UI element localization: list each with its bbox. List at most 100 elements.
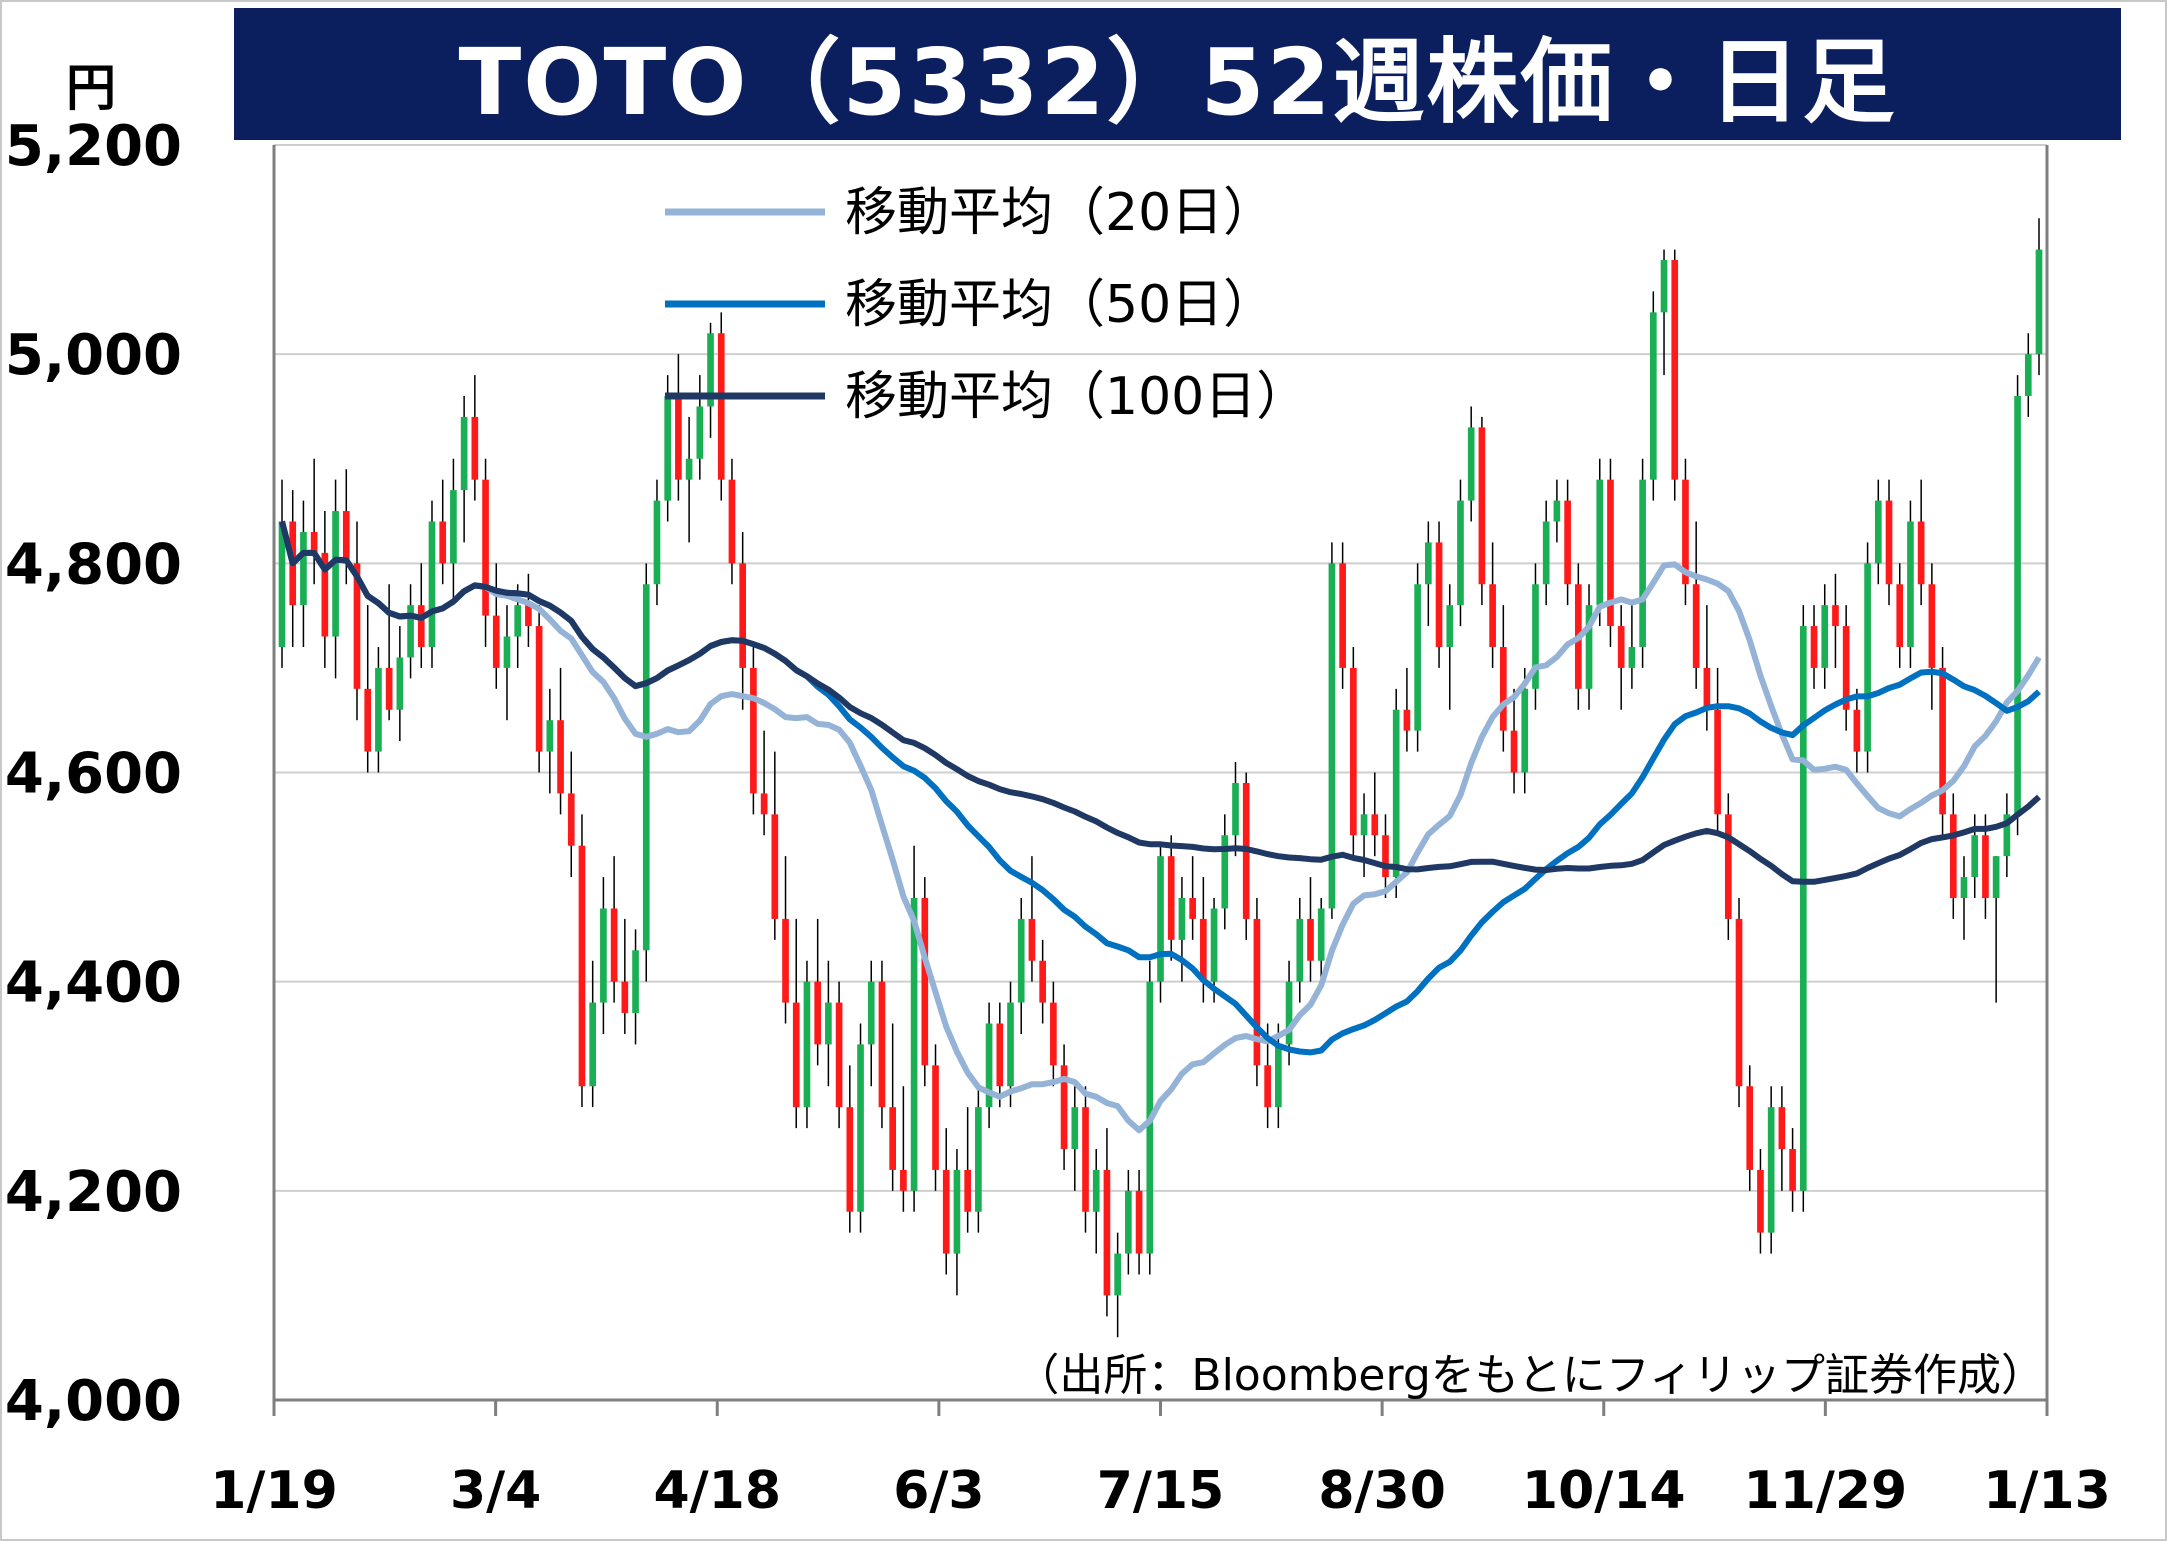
candle <box>1810 605 1818 689</box>
candle-body <box>964 1169 971 1212</box>
candle <box>364 605 372 773</box>
candle-body <box>1382 835 1389 878</box>
candle-body <box>1703 667 1711 710</box>
candle-body <box>942 1169 950 1254</box>
candle <box>996 1002 1004 1108</box>
candle <box>310 458 318 585</box>
candle <box>1660 249 1668 376</box>
candle-body <box>278 521 286 647</box>
candle <box>1874 479 1882 585</box>
candle <box>1960 856 1968 940</box>
candle <box>1821 584 1829 689</box>
candle-body <box>1017 918 1025 1003</box>
candle-body <box>1264 1065 1271 1108</box>
candle-body <box>996 1023 1004 1087</box>
candle <box>1532 563 1539 710</box>
candle <box>1757 1149 1764 1254</box>
candle <box>1082 1086 1089 1233</box>
candle-body <box>1682 479 1689 585</box>
candle <box>846 1065 854 1233</box>
candle-body <box>1157 856 1164 982</box>
candle-body <box>1585 605 1593 689</box>
candle <box>1017 898 1025 1034</box>
candle-body <box>1789 1149 1796 1191</box>
candle <box>1060 1044 1068 1170</box>
candle-body <box>1178 898 1186 940</box>
candle-body <box>396 657 404 710</box>
candle-body <box>1692 584 1700 668</box>
candle <box>1596 458 1604 627</box>
legend-entry: 移動平均（100日） <box>665 367 1308 427</box>
candle-body <box>846 1107 854 1212</box>
candle-body <box>675 396 682 480</box>
candle-body <box>1821 605 1829 668</box>
candle-body <box>1532 584 1539 689</box>
candle-body <box>632 950 639 1014</box>
candle-body <box>1307 918 1314 961</box>
candle <box>782 856 789 1024</box>
candle <box>1778 1086 1786 1191</box>
axis-layer: 4,000 4,200 4,400 4,600 4,800 5,000 5,200 1/19 3… <box>5 114 2111 1521</box>
candle <box>2003 793 2011 878</box>
candle <box>492 563 500 689</box>
candle <box>557 667 564 815</box>
candle-body <box>696 406 704 459</box>
candle <box>578 814 586 1108</box>
candle-body <box>1114 1253 1121 1296</box>
candle-body <box>310 531 318 553</box>
candle <box>900 1086 907 1212</box>
candle-body <box>1639 479 1646 647</box>
candle <box>739 531 747 710</box>
candle <box>396 626 404 742</box>
candle-body <box>589 1002 597 1087</box>
candle-body <box>1125 1190 1132 1254</box>
candle-body <box>482 479 489 616</box>
candle <box>825 960 832 1087</box>
candle <box>1425 521 1432 627</box>
candle <box>1446 584 1454 710</box>
candle <box>2035 218 2043 376</box>
candle-body <box>546 720 554 752</box>
source-note: （出所：Bloombergをもとにフィリップ証券作成） <box>1015 1350 2045 1401</box>
candle-body <box>814 981 822 1045</box>
candle <box>1682 458 1689 606</box>
candle <box>1360 793 1368 878</box>
moving-average-layer <box>279 520 2042 1134</box>
candle-body <box>750 667 757 794</box>
candle-body <box>460 416 468 491</box>
candle <box>1992 856 2000 1003</box>
y-tick-label: 5,000 <box>5 323 182 388</box>
candle-body <box>471 416 479 480</box>
ma20-line <box>279 520 2042 1134</box>
candle <box>482 458 489 647</box>
candle <box>1339 542 1346 689</box>
candle-body <box>953 1169 961 1254</box>
candle <box>1350 647 1357 857</box>
candle-body <box>921 898 929 1066</box>
x-tick-label: 10/14 <box>1522 1461 1686 1521</box>
candle-body <box>1596 479 1604 606</box>
candle-body <box>364 688 372 752</box>
candle-body <box>664 396 672 501</box>
candle-body <box>1435 542 1443 647</box>
candle-body <box>1649 312 1657 480</box>
candle <box>407 584 414 679</box>
candle-body <box>1082 1107 1089 1212</box>
candle <box>278 479 286 668</box>
candle-body <box>332 511 339 637</box>
candle <box>1564 479 1571 606</box>
x-tick-label: 1/19 <box>210 1461 338 1521</box>
candle-body <box>1103 1169 1111 1296</box>
candle <box>1242 772 1250 940</box>
candle <box>535 605 543 773</box>
candle-body <box>1275 1044 1282 1108</box>
candle-body <box>1232 782 1239 836</box>
candle-body <box>1210 908 1218 982</box>
candle-body <box>385 667 393 710</box>
y-tick-label: 4,800 <box>5 532 182 597</box>
candle-body <box>1135 1190 1143 1254</box>
legend-label: 移動平均（20日） <box>845 183 1275 243</box>
candle-body <box>1949 814 1957 898</box>
candle-body <box>1960 877 1968 898</box>
candle <box>675 354 682 501</box>
